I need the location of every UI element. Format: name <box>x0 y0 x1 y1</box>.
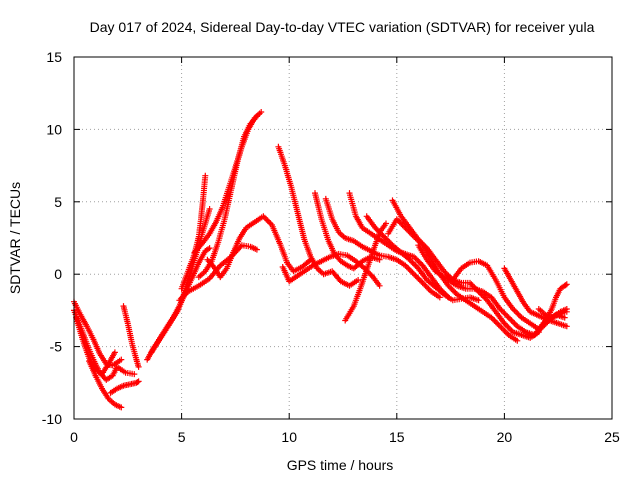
data-point <box>475 297 482 304</box>
series-arc10 <box>176 242 260 304</box>
series-arc22 <box>389 197 542 341</box>
x-tick-label: 10 <box>281 429 297 445</box>
x-tick-label: 0 <box>70 429 78 445</box>
data-point <box>202 172 209 179</box>
data-point <box>563 281 570 288</box>
data-point <box>563 308 570 315</box>
data-point <box>563 323 570 330</box>
data-point <box>111 349 118 356</box>
data-point <box>355 277 362 283</box>
data-point <box>135 363 142 370</box>
y-tick-labels: -10 -5 0 5 10 15 <box>42 49 62 427</box>
data-point <box>118 404 125 411</box>
data-point <box>135 378 142 385</box>
x-tick-label: 15 <box>389 429 405 445</box>
plot-frame <box>73 56 613 420</box>
series-arc3 <box>73 314 118 378</box>
data-point <box>253 246 260 253</box>
series-arc4 <box>86 358 125 411</box>
series-arc6 <box>120 303 142 370</box>
y-tick-label: 0 <box>54 266 62 282</box>
series-arc16 <box>312 190 383 272</box>
data-point <box>561 314 568 321</box>
y-tick-label: -5 <box>50 339 63 355</box>
series-arc5 <box>107 378 142 396</box>
grid <box>74 57 612 419</box>
x-tick-labels: 0 5 10 15 20 25 <box>70 429 620 445</box>
series-arc13 <box>204 213 314 281</box>
data-point <box>376 282 383 289</box>
chart-title: Day 017 of 2024, Sidereal Day-to-day VTE… <box>90 19 595 35</box>
series-arc12 <box>195 113 260 281</box>
data-point <box>436 294 443 301</box>
x-tick-label: 20 <box>497 429 513 445</box>
y-tick-label: -10 <box>42 411 62 427</box>
x-tick-label: 25 <box>604 429 620 445</box>
data-point <box>131 371 138 378</box>
data-point <box>514 337 521 344</box>
data-series <box>71 109 570 411</box>
data-point <box>562 282 569 289</box>
series-arc27 <box>535 306 570 321</box>
series-line <box>391 200 540 339</box>
data-point <box>258 109 265 115</box>
data-point <box>134 379 141 386</box>
y-tick-label: 15 <box>46 49 62 65</box>
data-point <box>206 206 213 212</box>
axis-ticks <box>73 56 613 420</box>
data-point <box>118 356 125 363</box>
data-point <box>253 113 260 120</box>
x-tick-label: 5 <box>178 429 186 445</box>
series-arc20 <box>363 213 482 304</box>
series-arc14 <box>275 143 362 289</box>
x-axis-label: GPS time / hours <box>287 457 394 473</box>
series-arc18 <box>322 195 443 301</box>
y-tick-label: 5 <box>54 194 62 210</box>
y-axis-label: SDTVAR / TECUs <box>7 182 23 294</box>
data-point <box>206 245 213 252</box>
data-point <box>383 220 389 227</box>
y-tick-label: 10 <box>46 121 62 137</box>
